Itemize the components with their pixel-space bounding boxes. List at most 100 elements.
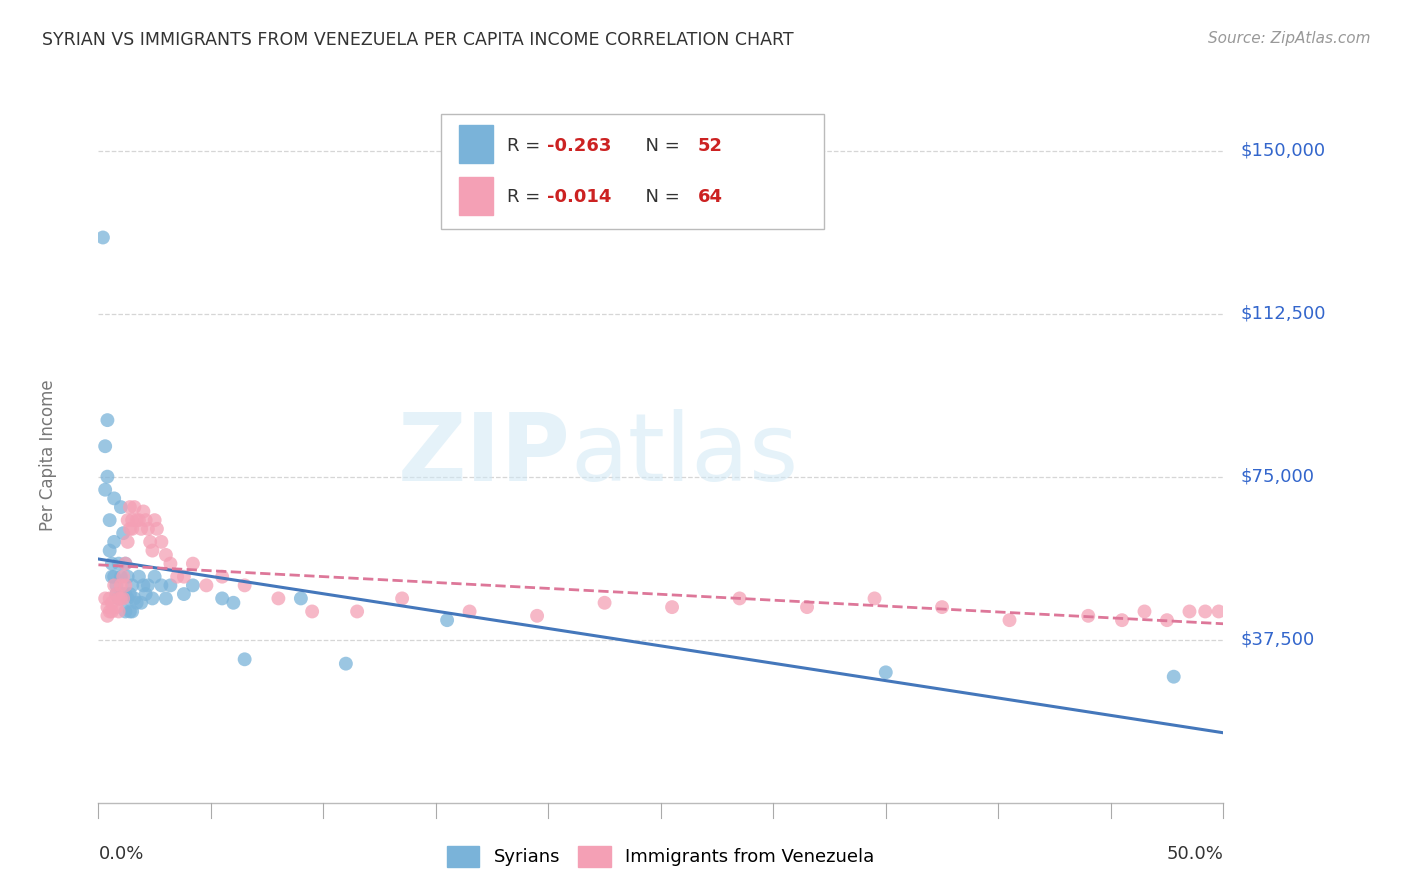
- Point: [1133, 605, 1156, 619]
- Point: [117, 513, 139, 527]
- Point: [98, 605, 121, 619]
- Text: atlas: atlas: [571, 409, 799, 501]
- Point: [107, 557, 129, 571]
- Point: [107, 605, 129, 619]
- Point: [103, 570, 125, 584]
- Point: [129, 596, 152, 610]
- Point: [110, 591, 132, 606]
- Point: [290, 591, 312, 606]
- Point: [233, 578, 256, 592]
- Point: [118, 605, 141, 619]
- Text: SYRIAN VS IMMIGRANTS FROM VENEZUELA PER CAPITA INCOME CORRELATION CHART: SYRIAN VS IMMIGRANTS FROM VENEZUELA PER …: [42, 31, 794, 49]
- Point: [118, 500, 141, 514]
- Point: [101, 557, 124, 571]
- Point: [105, 600, 128, 615]
- Point: [105, 578, 128, 592]
- Text: $75,000: $75,000: [1240, 467, 1315, 485]
- Point: [98, 513, 121, 527]
- Point: [1208, 605, 1230, 619]
- Point: [94, 591, 117, 606]
- Point: [114, 605, 136, 619]
- Point: [931, 600, 953, 615]
- Point: [173, 570, 195, 584]
- Text: N =: N =: [634, 137, 685, 155]
- Point: [110, 591, 132, 606]
- Point: [114, 578, 136, 592]
- Point: [181, 578, 204, 592]
- Point: [110, 570, 132, 584]
- Point: [181, 557, 204, 571]
- Point: [94, 483, 117, 497]
- Point: [94, 439, 117, 453]
- Point: [1163, 670, 1185, 684]
- Point: [112, 526, 135, 541]
- Text: ZIP: ZIP: [398, 409, 571, 501]
- Point: [112, 591, 135, 606]
- Point: [132, 578, 155, 592]
- Point: [1077, 608, 1099, 623]
- Point: [103, 491, 125, 506]
- Point: [121, 513, 143, 527]
- Point: [121, 522, 143, 536]
- Point: [335, 657, 357, 671]
- Text: 52: 52: [697, 137, 723, 155]
- Point: [135, 587, 157, 601]
- Point: [146, 522, 169, 536]
- Point: [1178, 605, 1201, 619]
- Point: [998, 613, 1021, 627]
- Point: [135, 513, 157, 527]
- Point: [1194, 605, 1216, 619]
- Point: [124, 500, 146, 514]
- Text: 50.0%: 50.0%: [1167, 845, 1223, 863]
- Point: [159, 557, 181, 571]
- Point: [114, 557, 136, 571]
- Bar: [460, 125, 494, 163]
- Text: Per Capita Income: Per Capita Income: [39, 379, 56, 531]
- Point: [1156, 613, 1178, 627]
- Point: [166, 570, 188, 584]
- Point: [118, 587, 141, 601]
- Point: [143, 513, 166, 527]
- Text: Source: ZipAtlas.com: Source: ZipAtlas.com: [1208, 31, 1371, 46]
- FancyBboxPatch shape: [441, 114, 824, 229]
- Point: [125, 513, 148, 527]
- Point: [110, 500, 132, 514]
- Text: $112,500: $112,500: [1240, 304, 1326, 323]
- Point: [233, 652, 256, 666]
- Point: [110, 578, 132, 592]
- Point: [136, 578, 159, 592]
- Point: [91, 230, 114, 244]
- Point: [96, 608, 118, 623]
- Point: [117, 535, 139, 549]
- Point: [173, 587, 195, 601]
- Point: [117, 591, 139, 606]
- Point: [1111, 613, 1133, 627]
- Point: [101, 596, 124, 610]
- Text: -0.263: -0.263: [547, 137, 612, 155]
- Point: [211, 591, 233, 606]
- Point: [103, 535, 125, 549]
- Point: [136, 522, 159, 536]
- Point: [391, 591, 413, 606]
- Point: [155, 548, 177, 562]
- Point: [211, 570, 233, 584]
- Point: [114, 557, 136, 571]
- Point: [875, 665, 897, 680]
- Point: [103, 578, 125, 592]
- Text: $37,500: $37,500: [1240, 631, 1315, 648]
- Point: [101, 570, 124, 584]
- Text: 64: 64: [697, 187, 723, 206]
- Point: [301, 605, 323, 619]
- Point: [124, 591, 146, 606]
- Point: [121, 605, 143, 619]
- Point: [129, 522, 152, 536]
- Point: [112, 587, 135, 601]
- Point: [128, 513, 150, 527]
- Point: [141, 543, 163, 558]
- Point: [346, 605, 368, 619]
- Point: [222, 596, 245, 610]
- Text: R =: R =: [506, 137, 546, 155]
- Text: -0.014: -0.014: [547, 187, 612, 206]
- Point: [728, 591, 751, 606]
- Point: [96, 600, 118, 615]
